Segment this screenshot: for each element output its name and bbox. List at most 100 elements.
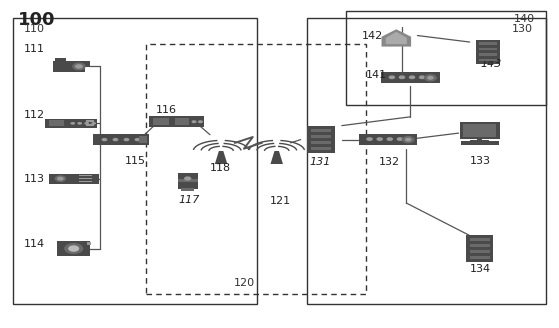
Bar bbox=[459, 122, 500, 139]
Circle shape bbox=[399, 75, 405, 79]
Text: 100: 100 bbox=[18, 11, 55, 29]
Circle shape bbox=[135, 138, 140, 141]
Bar bbox=[476, 40, 500, 64]
Text: 117: 117 bbox=[178, 195, 200, 205]
Bar bbox=[178, 178, 197, 182]
Circle shape bbox=[102, 138, 107, 141]
Bar bbox=[311, 135, 331, 138]
Circle shape bbox=[389, 75, 395, 79]
Bar bbox=[181, 188, 195, 191]
Circle shape bbox=[192, 120, 197, 123]
Bar bbox=[358, 134, 418, 145]
Circle shape bbox=[57, 177, 64, 181]
Bar bbox=[479, 48, 497, 50]
Circle shape bbox=[366, 137, 373, 141]
Bar bbox=[470, 244, 490, 247]
Text: 112: 112 bbox=[23, 110, 45, 120]
Text: 134: 134 bbox=[470, 264, 491, 274]
Circle shape bbox=[376, 137, 383, 141]
Circle shape bbox=[64, 243, 83, 254]
Bar bbox=[470, 256, 490, 259]
Bar bbox=[53, 61, 85, 72]
Bar bbox=[470, 238, 490, 240]
Polygon shape bbox=[215, 151, 228, 164]
Text: 114: 114 bbox=[23, 239, 45, 249]
Bar bbox=[477, 138, 482, 141]
Polygon shape bbox=[381, 29, 411, 47]
Bar bbox=[381, 72, 439, 83]
Circle shape bbox=[424, 74, 437, 82]
Bar bbox=[55, 58, 67, 61]
Bar bbox=[466, 235, 494, 262]
Bar bbox=[307, 18, 547, 304]
Circle shape bbox=[84, 122, 89, 125]
Bar bbox=[12, 18, 257, 304]
Bar bbox=[346, 11, 547, 106]
Text: 133: 133 bbox=[470, 156, 491, 166]
Bar bbox=[45, 118, 97, 128]
Text: 130: 130 bbox=[511, 24, 533, 34]
Bar bbox=[85, 61, 91, 68]
Circle shape bbox=[55, 175, 66, 182]
Bar bbox=[149, 116, 204, 127]
Bar bbox=[86, 120, 94, 122]
Circle shape bbox=[112, 138, 119, 141]
Circle shape bbox=[409, 75, 415, 79]
Bar bbox=[479, 53, 497, 55]
Bar bbox=[178, 173, 197, 189]
Bar bbox=[479, 59, 497, 61]
Text: 111: 111 bbox=[23, 44, 45, 53]
Circle shape bbox=[427, 76, 434, 80]
Text: 121: 121 bbox=[269, 196, 291, 206]
Bar bbox=[86, 124, 94, 126]
Bar bbox=[93, 134, 149, 145]
Bar bbox=[49, 174, 99, 183]
Bar bbox=[146, 44, 366, 294]
Circle shape bbox=[419, 75, 425, 79]
Polygon shape bbox=[386, 32, 407, 44]
Bar bbox=[79, 175, 92, 176]
Text: 118: 118 bbox=[210, 163, 231, 173]
Text: 115: 115 bbox=[125, 156, 146, 166]
Circle shape bbox=[70, 122, 75, 125]
Bar bbox=[153, 118, 169, 125]
Polygon shape bbox=[271, 151, 283, 164]
Bar bbox=[139, 136, 146, 143]
Circle shape bbox=[72, 62, 86, 71]
Text: 113: 113 bbox=[23, 174, 45, 184]
Text: 141: 141 bbox=[366, 70, 387, 80]
Circle shape bbox=[405, 138, 411, 142]
Bar bbox=[49, 120, 64, 126]
Text: 142: 142 bbox=[362, 31, 383, 41]
Circle shape bbox=[402, 136, 415, 143]
Bar bbox=[311, 147, 331, 150]
Circle shape bbox=[198, 120, 203, 123]
Bar bbox=[461, 141, 499, 145]
Circle shape bbox=[386, 137, 393, 141]
Circle shape bbox=[184, 176, 191, 181]
Bar bbox=[79, 178, 92, 179]
Bar bbox=[479, 42, 497, 45]
Bar bbox=[307, 126, 335, 153]
Text: 143: 143 bbox=[481, 59, 502, 69]
Bar bbox=[311, 141, 331, 144]
Circle shape bbox=[75, 64, 83, 69]
Text: 120: 120 bbox=[233, 277, 254, 288]
Circle shape bbox=[396, 137, 403, 141]
Text: 110: 110 bbox=[23, 24, 45, 34]
Bar bbox=[463, 124, 496, 137]
Text: 131: 131 bbox=[309, 157, 330, 167]
Circle shape bbox=[77, 122, 82, 125]
Bar bbox=[87, 242, 91, 245]
Circle shape bbox=[124, 138, 130, 141]
Text: 116: 116 bbox=[155, 105, 177, 115]
Bar bbox=[470, 250, 490, 253]
Bar bbox=[79, 181, 92, 182]
Text: 140: 140 bbox=[514, 14, 536, 24]
Circle shape bbox=[68, 245, 79, 252]
Bar bbox=[311, 129, 331, 132]
Bar bbox=[57, 241, 90, 256]
Bar bbox=[175, 118, 190, 125]
Text: 132: 132 bbox=[378, 157, 400, 167]
Bar bbox=[470, 140, 489, 142]
